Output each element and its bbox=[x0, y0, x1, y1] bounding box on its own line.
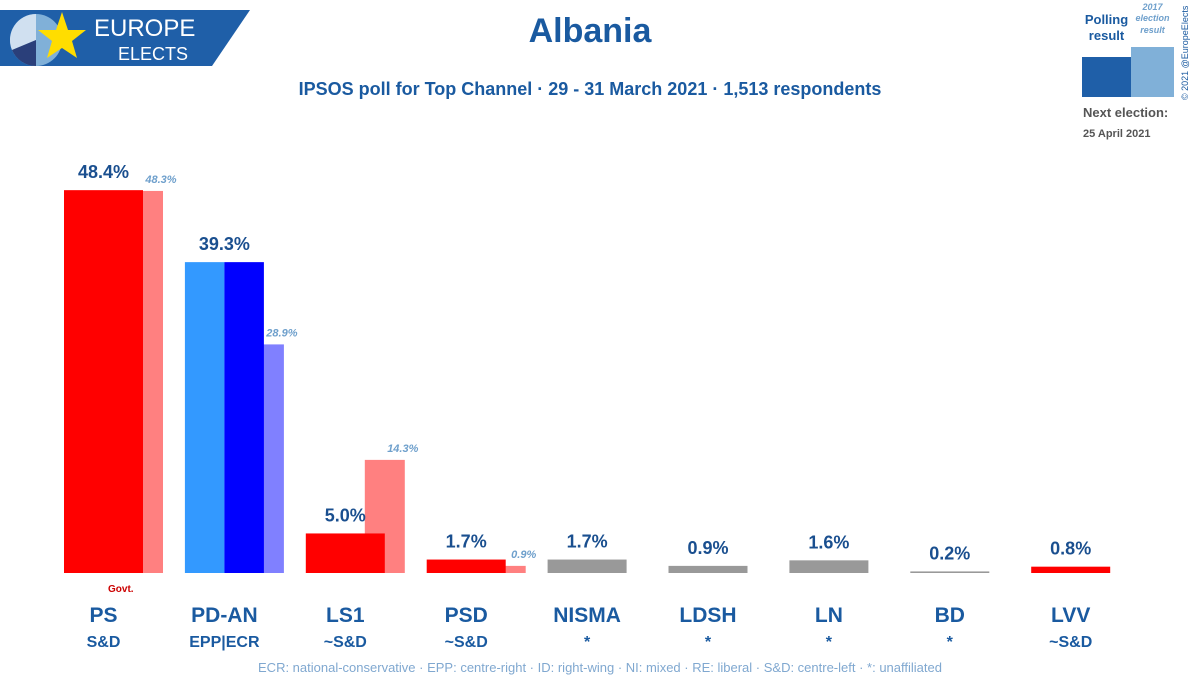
value-label: 0.9% bbox=[687, 538, 728, 558]
group-label: * bbox=[584, 634, 591, 651]
bar bbox=[305, 533, 385, 573]
group-label: ~S&D bbox=[1049, 634, 1092, 651]
footnote: ECR: national-conservative · EPP: centre… bbox=[258, 660, 942, 675]
copyright: © 2021 @EuropeElects bbox=[1180, 5, 1190, 100]
category-label: PS bbox=[89, 604, 117, 627]
value-label: 1.7% bbox=[446, 532, 487, 552]
bar bbox=[789, 560, 869, 573]
category-label: LN bbox=[815, 604, 843, 627]
group-label: * bbox=[947, 634, 954, 651]
bar-segment bbox=[184, 262, 225, 573]
category-label: LDSH bbox=[679, 604, 736, 627]
value-label: 0.8% bbox=[1050, 539, 1091, 559]
group-label: S&D bbox=[87, 634, 121, 651]
value-label: 39.3% bbox=[199, 234, 250, 254]
bar bbox=[184, 262, 264, 573]
value-label-previous: 0.9% bbox=[511, 549, 536, 561]
value-label-previous: 14.3% bbox=[387, 443, 418, 455]
category-label: LS1 bbox=[326, 604, 365, 627]
value-label: 1.7% bbox=[567, 532, 608, 552]
next-election-label: Next election: bbox=[1083, 105, 1168, 120]
legend-label: 2017 election result bbox=[1135, 2, 1170, 35]
legend-swatch bbox=[1131, 47, 1174, 97]
legend-swatch bbox=[1082, 57, 1131, 97]
group-label: EPP|ECR bbox=[189, 634, 260, 651]
logo-text: EUROPE bbox=[94, 15, 195, 42]
value-label: 48.4% bbox=[78, 162, 129, 182]
value-label: 5.0% bbox=[325, 505, 366, 525]
next-election-date: 25 April 2021 bbox=[1083, 128, 1150, 140]
bar bbox=[64, 190, 143, 573]
category-label: PD-AN bbox=[191, 604, 258, 627]
bar bbox=[910, 571, 990, 573]
value-label: 0.2% bbox=[929, 543, 970, 563]
category-label: PSD bbox=[445, 604, 488, 627]
logo-slice bbox=[9, 14, 36, 50]
legend-label-box: Polling result bbox=[1084, 12, 1129, 44]
value-label-previous: 28.9% bbox=[265, 327, 297, 339]
logo-star bbox=[38, 12, 86, 58]
bar-segment bbox=[224, 262, 264, 573]
chart-subtitle: IPSOS poll for Top Channel · 29 - 31 Mar… bbox=[299, 79, 882, 99]
category-label: BD bbox=[935, 604, 965, 627]
group-label: * bbox=[826, 634, 833, 651]
group-label: ~S&D bbox=[445, 634, 488, 651]
value-label-previous: 48.3% bbox=[144, 174, 176, 186]
bar bbox=[1031, 566, 1111, 573]
legend-label-box: 2017 election result bbox=[1135, 2, 1170, 35]
bar bbox=[547, 559, 627, 573]
category-label: LVV bbox=[1051, 604, 1090, 627]
category-label: NISMA bbox=[553, 604, 621, 627]
logo-slice bbox=[12, 40, 36, 66]
bar bbox=[668, 565, 748, 573]
value-label: 1.6% bbox=[808, 532, 849, 552]
logo-text: ELECTS bbox=[118, 44, 188, 64]
annotation: Govt. bbox=[108, 584, 134, 595]
chart-title: Albania bbox=[529, 12, 653, 50]
bar bbox=[426, 559, 506, 573]
group-label: ~S&D bbox=[324, 634, 367, 651]
legend-label: Polling result bbox=[1084, 12, 1129, 44]
group-label: * bbox=[705, 634, 712, 651]
